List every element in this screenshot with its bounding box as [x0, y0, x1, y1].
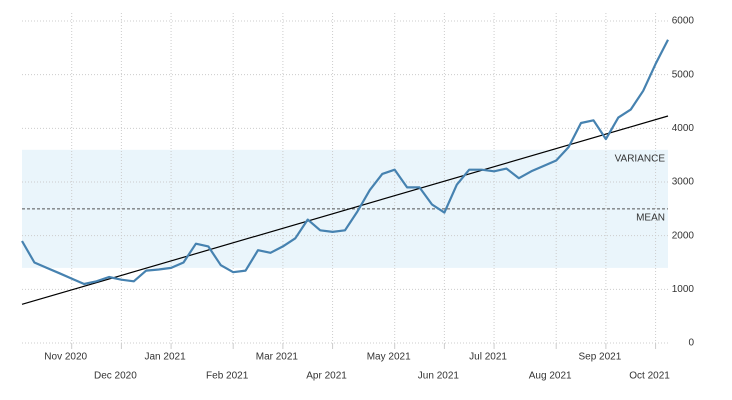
- annotation: VARIANCE: [615, 153, 666, 164]
- y-tick-label: 5000: [672, 69, 695, 80]
- y-tick-label: 1000: [672, 284, 695, 295]
- x-tick-label: Aug 2021: [529, 371, 572, 382]
- annotation: MEAN: [636, 212, 665, 223]
- x-tick-label: Dec 2020: [94, 371, 137, 382]
- x-tick-label: Apr 2021: [306, 371, 347, 382]
- x-tick-label: Jun 2021: [418, 371, 460, 382]
- trend-line: [21, 115, 669, 305]
- y-tick-label: 3000: [672, 177, 695, 188]
- x-tick-label: Nov 2020: [44, 352, 87, 363]
- x-tick-label: Feb 2021: [206, 371, 249, 382]
- x-tick-label: Oct 2021: [629, 371, 670, 382]
- x-tick-label: Jan 2021: [144, 352, 186, 363]
- y-tick-label: 4000: [672, 123, 695, 134]
- data-line: [21, 39, 669, 286]
- x-tick-label: May 2021: [367, 352, 411, 363]
- x-tick-label: Mar 2021: [256, 352, 299, 363]
- x-tick-label: Sep 2021: [578, 352, 621, 363]
- y-tick-label: 0: [688, 338, 694, 349]
- x-tick-label: Jul 2021: [469, 352, 507, 363]
- y-tick-label: 2000: [672, 230, 695, 241]
- y-tick-label: 6000: [672, 16, 695, 27]
